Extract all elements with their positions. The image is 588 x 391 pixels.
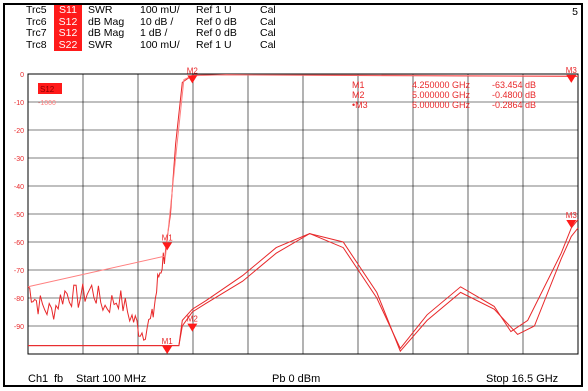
trace-ref: Ref 1 U [196,38,232,51]
y-tick-label: -90 [14,324,24,331]
trace-format: SWR [88,38,113,51]
marker-tag: M3 [566,66,578,75]
trace-ref: Ref 0 dB [196,15,237,28]
trace-format: SWR [88,4,113,16]
y-tick-label: -20 [14,128,24,135]
trace-scale: 100 mU/ [140,38,180,51]
marker-frequency: 6.000000 GHz [412,100,471,110]
trace-param-badge[interactable]: S12 [54,16,82,28]
marker-m1-upper [162,242,173,251]
series-line-4 [28,227,579,353]
trace-param-badge[interactable]: S12 [54,27,82,40]
trace-name: Trc8 [26,38,47,51]
series-line-3 [28,219,579,350]
trace-list: Trc5 S11 SWR 100 mU/ Ref 1 U Cal Trc6 S1… [26,4,290,51]
series-line-1 [27,74,579,341]
marker-m2-upper [187,75,198,84]
marker-tag: M1 [162,233,174,242]
marker-frequency: 4.250000 GHz [412,80,471,90]
marker-label: M2 [352,90,365,100]
marker-frequency: 5.000000 GHz [412,90,471,100]
marker-m3-lower [566,220,577,228]
trace-ref: Ref 0 dB [196,27,237,39]
trace-param-badge[interactable]: S22 [54,39,82,51]
y-tick-label: -40 [14,184,24,191]
active-trace-tag-bg [38,83,62,94]
y-tick-label: -70 [14,268,24,275]
marker-label: •M3 [352,100,368,110]
y-tick-label: -80 [14,296,24,303]
active-trace-tag: S12 [40,85,55,94]
trace-name: Trc5 [26,4,47,16]
marker-value: -0.2864 dB [492,100,536,110]
trace-ref: Ref 1 U [196,4,232,16]
marker-m1-lower [162,346,173,354]
marker-tag: M2 [187,66,199,75]
annotation-label: -1000 [38,100,56,107]
footer-mode: fb [54,373,64,385]
analyzer-screen [3,3,583,387]
marker-value: -0.4800 dB [492,90,536,100]
series-line-2 [27,74,579,288]
marker-m3-upper [566,74,577,83]
trace-cal: Cal [260,27,276,39]
trace-cal: Cal [260,15,276,28]
y-tick-label: -50 [14,212,24,219]
status-footer: Ch1 fb Start 100 MHz Pb 0 dBm Stop 16.5 … [0,373,588,387]
trace-row-6[interactable]: Trc6 S12 dB Mag 10 dB / Ref 0 dB Cal [26,15,290,28]
marker-tag: M3 [566,211,578,220]
trace-format: dB Mag [88,27,125,39]
y-tick-label: -30 [14,156,24,163]
marker-label: M1 [352,80,365,90]
trace-scale: 1 dB / [140,27,168,39]
trace-param-badge[interactable]: S11 [54,4,82,17]
y-tick-label: -60 [14,240,24,247]
trace-scale: 100 mU/ [140,4,180,16]
trace-row-5[interactable]: Trc5 S11 SWR 100 mU/ Ref 1 U Cal [26,4,290,17]
channel-number: 5 [572,6,578,18]
marker-value: -63.454 dB [492,80,536,90]
marker-tag: M1 [162,337,174,346]
trace-name: Trc6 [26,15,47,28]
trace-name: Trc7 [26,27,47,39]
y-tick-label: -10 [14,100,24,107]
trace-scale: 10 dB / [140,15,174,28]
footer-start[interactable]: Start 100 MHz [76,373,147,385]
trace-cal: Cal [260,4,276,16]
footer-channel[interactable]: Ch1 [28,373,49,385]
trace-row-7[interactable]: Trc7 S12 dB Mag 1 dB / Ref 0 dB Cal [26,27,290,40]
marker-tag: M2 [187,315,199,324]
trace-row-8[interactable]: Trc8 S22 SWR 100 mU/ Ref 1 U Cal [26,38,290,51]
footer-stop[interactable]: Stop 16.5 GHz [486,373,559,385]
marker-m2-lower [187,323,198,332]
y-tick-label: 0 [20,72,24,79]
trace-format: dB Mag [88,15,125,28]
trace-cal: Cal [260,38,276,51]
footer-power[interactable]: Pb 0 dBm [272,373,321,385]
